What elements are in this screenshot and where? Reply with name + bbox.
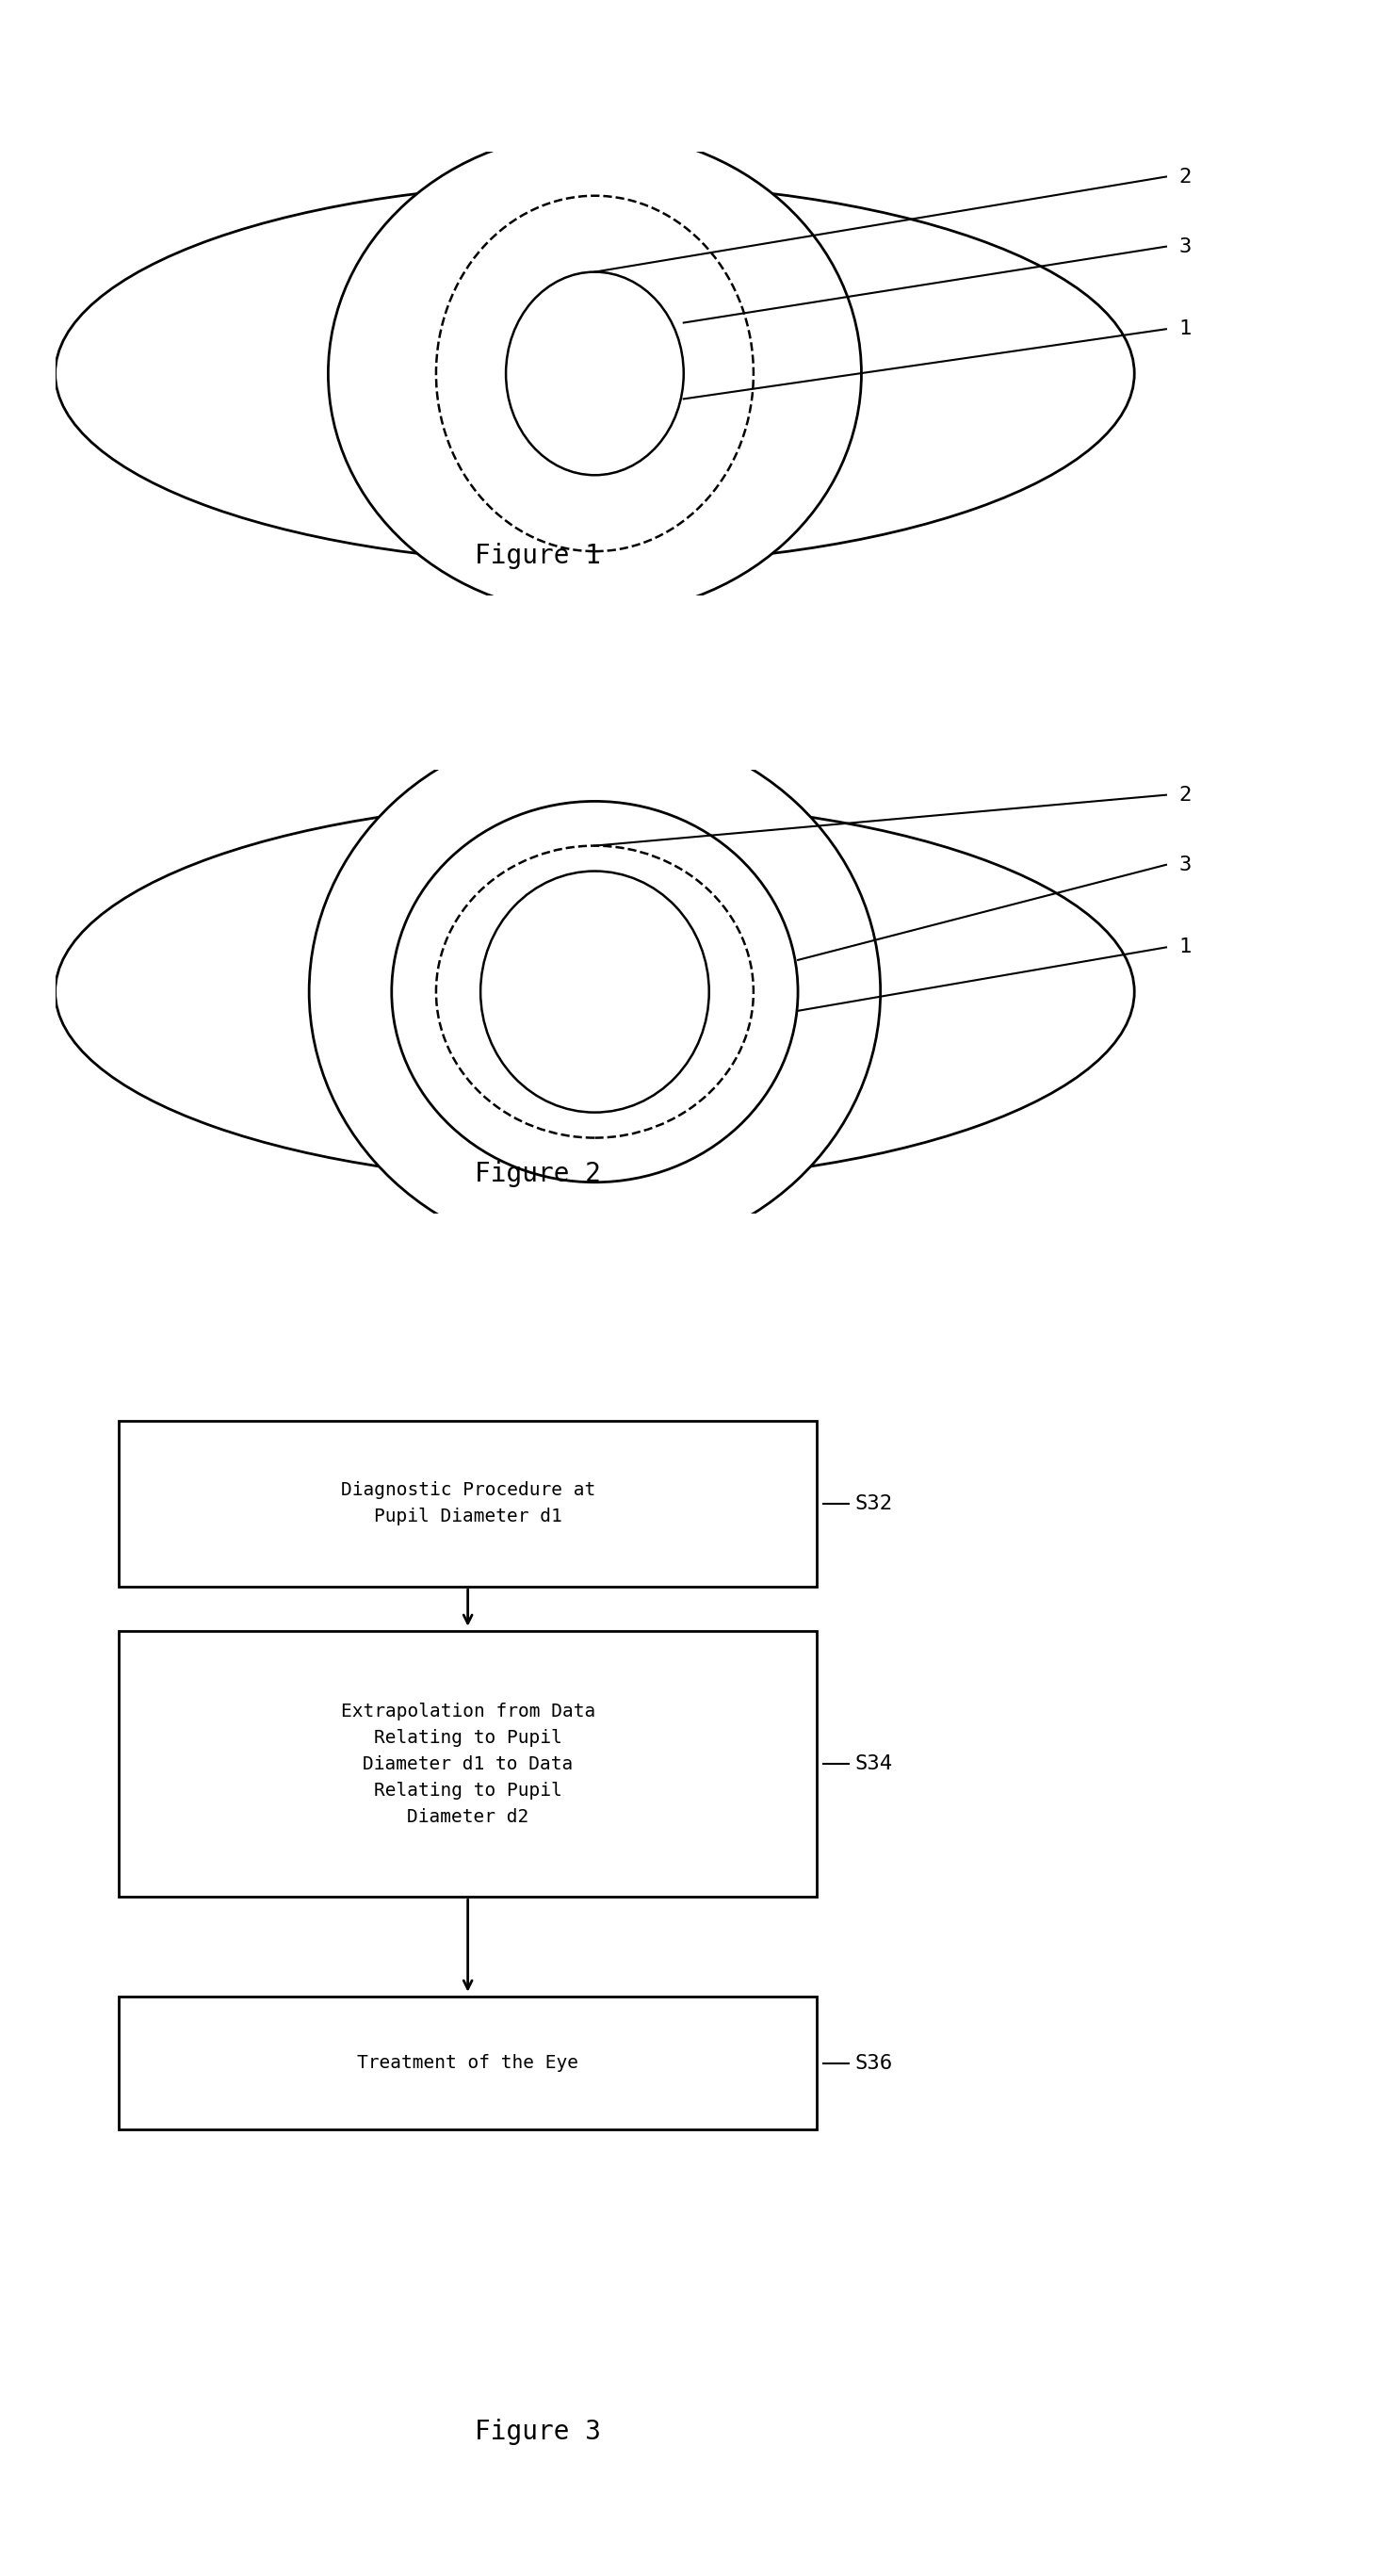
Text: 1: 1 — [1179, 938, 1191, 956]
Text: S36: S36 — [856, 2053, 893, 2074]
Ellipse shape — [392, 801, 798, 1182]
Bar — [119, 1996, 817, 2130]
Text: Figure 2: Figure 2 — [475, 1162, 600, 1188]
Ellipse shape — [480, 871, 709, 1113]
Text: 3: 3 — [1179, 237, 1191, 255]
Text: 3: 3 — [1179, 855, 1191, 873]
Text: 1: 1 — [1179, 319, 1191, 337]
Text: Treatment of the Eye: Treatment of the Eye — [357, 2053, 578, 2071]
Ellipse shape — [328, 131, 861, 616]
Text: S32: S32 — [856, 1494, 893, 1512]
Bar — [119, 1631, 817, 1896]
Text: Diagnostic Procedure at
Pupil Diameter d1: Diagnostic Procedure at Pupil Diameter d… — [341, 1481, 595, 1525]
Ellipse shape — [55, 183, 1134, 564]
Text: 2: 2 — [1179, 167, 1191, 185]
Text: Figure 1: Figure 1 — [475, 544, 600, 569]
Text: S34: S34 — [856, 1754, 893, 1772]
Ellipse shape — [55, 801, 1134, 1182]
Ellipse shape — [506, 273, 683, 474]
Text: Extrapolation from Data
Relating to Pupil
Diameter d1 to Data
Relating to Pupil
: Extrapolation from Data Relating to Pupi… — [341, 1703, 595, 1826]
Ellipse shape — [309, 724, 880, 1260]
Text: Figure 3: Figure 3 — [475, 2419, 600, 2445]
Text: 2: 2 — [1179, 786, 1191, 804]
Bar — [119, 1419, 817, 1587]
